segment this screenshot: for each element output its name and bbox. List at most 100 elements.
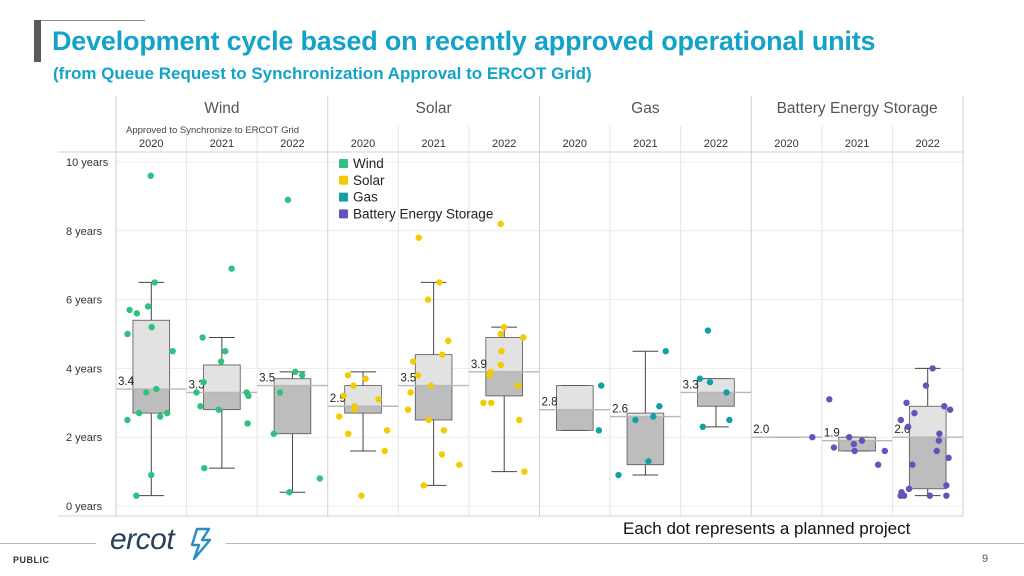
- data-point-wind: [201, 464, 208, 472]
- data-point-solar: [498, 348, 505, 355]
- data-point-battery: [943, 492, 950, 499]
- data-point-battery: [926, 492, 934, 499]
- data-point-battery: [826, 396, 833, 403]
- data-point-wind: [228, 265, 235, 272]
- data-point-gas: [699, 423, 706, 431]
- data-point-battery: [904, 423, 912, 431]
- data-point-battery: [933, 447, 940, 455]
- data-point-gas: [704, 327, 712, 334]
- data-point-wind: [292, 368, 299, 376]
- group-title-solar: Solar: [416, 100, 452, 117]
- data-point-wind: [151, 279, 158, 286]
- data-point-battery: [935, 437, 943, 444]
- year-label: 2022: [280, 138, 304, 150]
- data-point-battery: [897, 492, 904, 499]
- y-tick-label: 6 years: [66, 295, 103, 307]
- data-point-battery: [874, 461, 882, 468]
- data-point-wind: [169, 348, 176, 355]
- data-point-battery: [943, 482, 950, 489]
- median-label: 3.4: [118, 376, 135, 388]
- year-label: 2020: [351, 138, 375, 150]
- data-point-gas: [726, 416, 733, 424]
- box-lower-quartile: [908, 436, 947, 490]
- legend-label-gas: Gas: [353, 190, 378, 205]
- data-point-solar: [351, 406, 358, 413]
- legend-swatch-wind: [339, 159, 348, 168]
- data-point-solar: [375, 396, 382, 403]
- y-tick-label: 8 years: [66, 226, 103, 238]
- classification-label: PUBLIC: [13, 555, 50, 565]
- data-point-solar: [497, 361, 504, 369]
- data-point-wind: [316, 475, 324, 482]
- data-point-battery: [858, 437, 866, 444]
- data-point-wind: [222, 348, 229, 355]
- data-point-solar: [336, 413, 343, 420]
- data-point-solar: [514, 382, 522, 389]
- footer-divider-left: [0, 543, 96, 544]
- data-point-solar: [488, 399, 495, 406]
- data-point-solar: [345, 430, 352, 437]
- data-point-solar: [500, 323, 508, 331]
- chart-footnote: Each dot represents a planned project: [623, 519, 911, 538]
- box-upper-quartile: [414, 354, 453, 387]
- data-point-gas: [615, 471, 622, 479]
- median-label: 2.0: [753, 424, 769, 436]
- ercot-logo: ercot: [110, 523, 222, 565]
- data-point-battery: [946, 406, 954, 413]
- data-point-solar: [404, 406, 412, 413]
- data-point-solar: [436, 279, 443, 286]
- data-point-solar: [438, 451, 446, 458]
- page-subtitle: (from Queue Request to Synchronization A…: [53, 64, 592, 83]
- y-tick-label: 2 years: [66, 432, 103, 444]
- data-point-solar: [362, 375, 369, 382]
- data-point-solar: [415, 234, 422, 241]
- data-point-battery: [897, 416, 905, 424]
- data-point-battery: [846, 434, 853, 441]
- legend-label-wind: Wind: [353, 156, 384, 171]
- data-point-battery: [881, 447, 889, 455]
- data-point-wind: [276, 389, 284, 396]
- data-point-gas: [598, 382, 605, 389]
- data-point-wind: [135, 409, 143, 417]
- data-point-wind: [298, 372, 306, 379]
- data-point-wind: [193, 389, 200, 396]
- data-point-wind: [217, 358, 225, 365]
- data-point-gas: [723, 389, 730, 396]
- data-point-wind: [244, 420, 251, 427]
- year-label: 2020: [774, 138, 798, 150]
- data-point-solar: [480, 399, 487, 406]
- data-point-battery: [851, 447, 858, 455]
- data-point-battery: [929, 365, 936, 372]
- data-point-solar: [414, 372, 422, 379]
- data-point-solar: [486, 372, 493, 379]
- data-point-solar: [424, 296, 432, 303]
- box-lower-quartile: [626, 416, 665, 466]
- year-label: 2022: [704, 138, 728, 150]
- median-label: 3.5: [259, 373, 275, 385]
- box-lower-quartile: [414, 385, 453, 421]
- data-point-battery: [830, 444, 838, 451]
- y-tick-label: 0 years: [66, 501, 103, 513]
- data-point-gas: [656, 403, 663, 410]
- data-point-wind: [215, 406, 222, 413]
- data-point-wind: [124, 330, 131, 338]
- box-upper-quartile: [273, 378, 312, 387]
- year-label: 2020: [563, 138, 587, 150]
- median-label: 3.3: [683, 379, 699, 391]
- box-upper-quartile: [344, 385, 382, 407]
- data-point-solar: [439, 351, 446, 358]
- median-label: 2.6: [612, 404, 628, 416]
- y-tick-label: 10 years: [66, 157, 109, 169]
- data-point-wind: [147, 172, 154, 179]
- data-point-solar: [516, 416, 523, 424]
- axis-note: Approved to Synchronize to ERCOT Grid: [126, 125, 299, 136]
- legend-label-battery: Battery Energy Storage: [353, 206, 493, 221]
- data-point-battery: [936, 430, 943, 437]
- data-point-solar: [350, 382, 357, 389]
- data-point-battery: [903, 399, 910, 406]
- year-label: 2022: [492, 138, 516, 150]
- data-point-wind: [197, 403, 204, 410]
- data-point-gas: [650, 413, 657, 420]
- data-point-solar: [456, 461, 463, 468]
